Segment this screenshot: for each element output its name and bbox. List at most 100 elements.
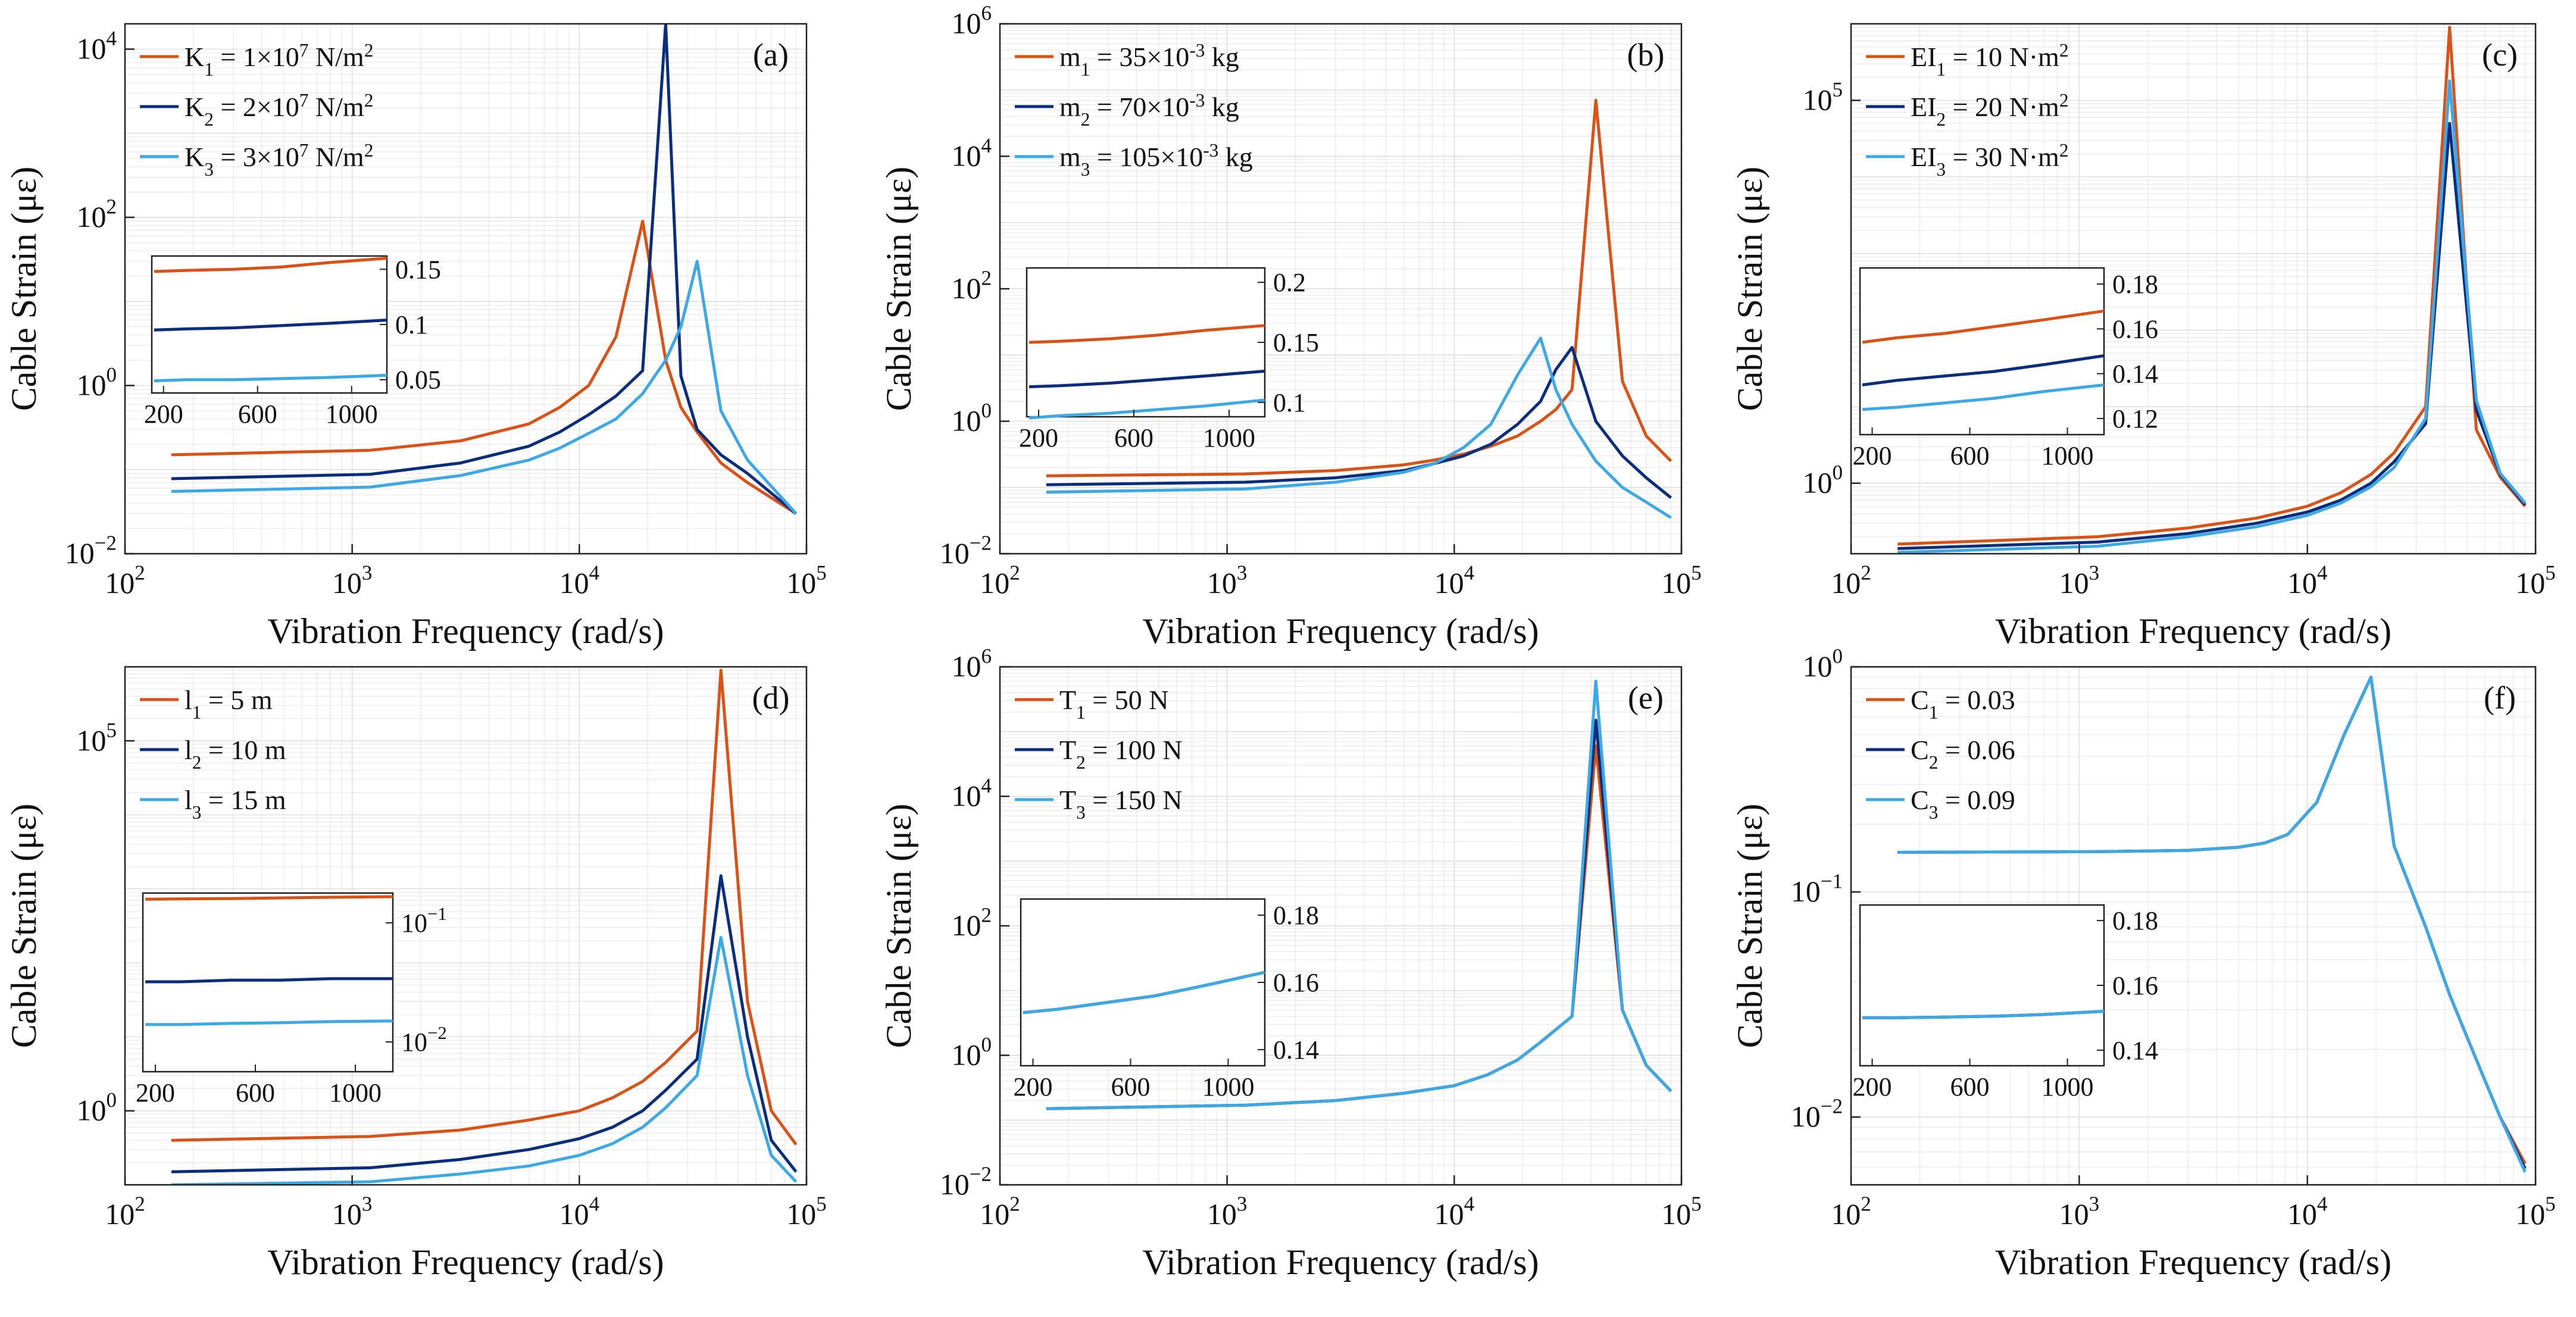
series-line-l1 [171, 669, 798, 1146]
inset-x-tick-label: 600 [236, 1078, 275, 1107]
y-tick-label: 105 [1803, 78, 1843, 117]
series-line-T3 [1046, 679, 1672, 1110]
panel-tag: (b) [1627, 37, 1665, 73]
legend-label-3: C3 = 0.09 [1911, 785, 2015, 823]
inset-series-2 [1028, 369, 1265, 389]
legend: T1 = 50 N T2 = 100 N T3 = 150 N [1015, 685, 1182, 823]
x-tick-label: 105 [2515, 1193, 2556, 1231]
x-tick-label: 104 [559, 1193, 600, 1231]
y-tick-label: 102 [952, 904, 992, 943]
x-tick-label: 104 [1434, 561, 1475, 600]
legend-label-3: K3 = 3×107 N/m2 [185, 140, 373, 180]
x-tick-label: 103 [2059, 1193, 2100, 1231]
inset-series-3 [1023, 970, 1265, 1015]
y-tick-label: 100 [952, 1033, 992, 1072]
legend-label-1: EI1 = 10 N·m2 [1911, 40, 2068, 80]
legend-label-3: l3 = 15 m [185, 785, 286, 823]
inset-x-tick-label: 200 [1019, 423, 1058, 452]
inset-x-tick-label: 1000 [1202, 1072, 1255, 1101]
y-tick-label: 104 [952, 774, 992, 813]
x-tick-label: 102 [105, 1193, 145, 1231]
inset-x-tick-label: 200 [1853, 441, 1892, 470]
x-axis-label: Vibration Frequency (rad/s) [1142, 1243, 1539, 1282]
x-tick-label: 104 [2287, 1193, 2328, 1231]
legend-label-1: T1 = 50 N [1059, 685, 1168, 723]
inset-y-tick-label: 0.18 [2112, 906, 2158, 935]
grid [124, 667, 806, 1185]
x-tick-label: 104 [559, 561, 600, 600]
inset-y-tick-label: 10−2 [401, 1023, 447, 1057]
chart-panel-6: 102 103 104 105 10−2 10−1 100 Vibration Frequen… [1730, 645, 2556, 1282]
legend: EI1 = 10 N·m2 EI2 = 20 N·m2 EI3 = 30 N·m2 [1866, 40, 2068, 180]
inset-x-tick-label: 1000 [2042, 1072, 2094, 1101]
panel-tag: (d) [752, 680, 790, 716]
y-axis-label: Cable Strain (με) [4, 167, 43, 411]
inset-box [151, 255, 388, 394]
inset-chart: 200 600 1000 0.1 0.15 0.2 [1019, 267, 1319, 452]
inset-series-1 [1028, 324, 1265, 344]
x-tick-label: 102 [1831, 1193, 1871, 1231]
legend: m1 = 35×10-3 kg m2 = 70×10-3 kg m3 = 105×1… [1015, 40, 1253, 180]
inset-x-tick-label: 600 [1950, 441, 1990, 470]
inset-x-tick-label: 200 [136, 1078, 175, 1107]
y-axis-label: Cable Strain (με) [1730, 804, 1770, 1048]
inset-box [1859, 904, 2105, 1067]
y-tick-label: 100 [77, 1088, 117, 1127]
inset-series-1 [145, 895, 393, 901]
x-tick-label: 105 [786, 1193, 827, 1231]
series-line-K3 [171, 260, 798, 515]
x-tick-label: 102 [1831, 561, 1871, 600]
legend-label-2: l2 = 10 m [185, 735, 286, 773]
series-line-m1 [1046, 99, 1672, 478]
series-line-l3 [171, 936, 798, 1185]
inset-series-3 [154, 373, 387, 383]
y-axis-label: Cable Strain (με) [879, 804, 918, 1048]
y-tick-label: 10−1 [1791, 870, 1843, 909]
y-tick-label: 100 [77, 363, 117, 402]
legend-label-3: T3 = 150 N [1059, 785, 1182, 823]
y-tick-label: 10−2 [1791, 1095, 1843, 1134]
inset-y-tick-label: 0.1 [395, 310, 428, 339]
y-tick-label: 100 [1803, 645, 1843, 684]
chart-panel-4: 102 103 104 105 100 105 Vibration Frequency (r… [4, 666, 827, 1282]
y-tick-label: 106 [952, 2, 992, 40]
legend-label-2: EI2 = 20 N·m2 [1911, 90, 2068, 130]
inset-x-tick-label: 1000 [326, 400, 378, 429]
x-tick-label: 103 [1207, 561, 1248, 600]
x-tick-label: 103 [332, 1193, 373, 1231]
legend-label-2: m2 = 70×10-3 kg [1059, 90, 1239, 130]
inset-y-tick-label: 0.2 [1273, 268, 1306, 297]
inset-box [1859, 267, 2105, 436]
inset-y-tick-label: 0.14 [2112, 360, 2158, 389]
legend: C1 = 0.03 C2 = 0.06 C3 = 0.09 [1866, 685, 2015, 823]
chart-panel-2: 102 103 104 105 10−2 100 102 104 106 Vibration Fr… [879, 2, 1702, 651]
y-tick-label: 106 [952, 645, 992, 684]
y-tick-label: 100 [1803, 461, 1843, 500]
legend-label-1: C1 = 0.03 [1911, 685, 2015, 723]
series-line-K2 [171, 24, 798, 515]
inset-y-tick-label: 0.12 [2112, 404, 2158, 433]
y-axis-label: Cable Strain (με) [1730, 167, 1770, 411]
inset-box [1020, 898, 1266, 1067]
y-tick-label: 105 [77, 719, 117, 757]
y-tick-label: 104 [952, 134, 992, 173]
inset-x-tick-label: 600 [1950, 1072, 1990, 1101]
x-axis-label: Vibration Frequency (rad/s) [1995, 1243, 2391, 1282]
series-line-m3 [1046, 336, 1672, 519]
inset-chart: 200 600 1000 0.14 0.16 0.18 [1014, 898, 1319, 1101]
series-line-C3 [1897, 675, 2527, 1173]
inset-series-2 [154, 319, 387, 332]
axes-box [124, 23, 808, 555]
legend-label-1: K1 = 1×107 N/m2 [185, 40, 373, 80]
series-line-EI2 [1897, 121, 2527, 550]
x-tick-label: 103 [2059, 561, 2100, 600]
panel-tag: (f) [2484, 680, 2516, 716]
inset-y-tick-label: 0.18 [1273, 901, 1319, 930]
inset-chart: 200 600 1000 0.05 0.1 0.15 [144, 255, 441, 429]
panel-tag: (c) [2482, 37, 2518, 73]
series-line-K1 [171, 220, 797, 515]
inset-chart: 200 600 1000 10−2 10−1 [136, 892, 447, 1107]
y-axis-label: Cable Strain (με) [879, 167, 918, 411]
x-tick-label: 102 [980, 1193, 1020, 1231]
